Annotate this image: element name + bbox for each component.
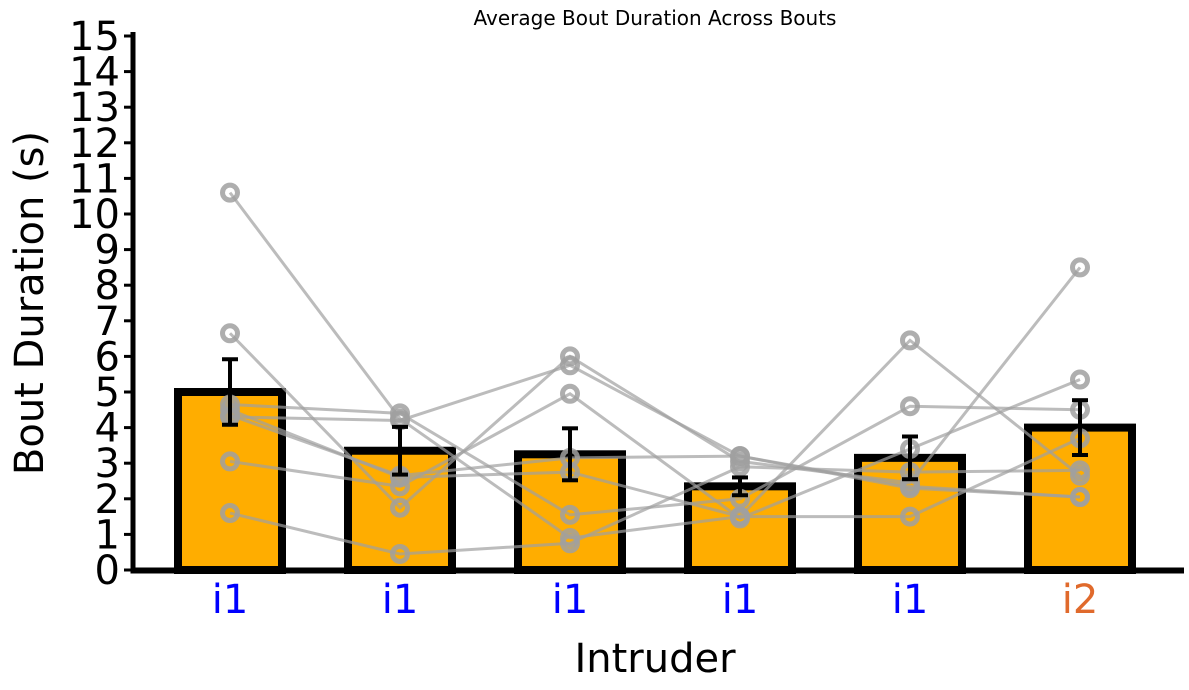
- subject-point: [1070, 460, 1090, 481]
- subject-line: [228, 266, 1082, 510]
- subject-point: [730, 456, 750, 477]
- y-tick-label: 8: [95, 263, 120, 309]
- subject-point: [900, 506, 920, 527]
- subject-point: [220, 182, 240, 203]
- subject-point: [900, 330, 920, 351]
- y-tick-label: 7: [95, 299, 120, 345]
- y-tick-label: 14: [69, 50, 120, 96]
- subject-point: [560, 533, 580, 554]
- subject-point: [900, 396, 920, 417]
- y-tick-label: 11: [69, 156, 120, 202]
- subject-point: [730, 446, 750, 467]
- subject-line: [229, 465, 1081, 556]
- subject-point: [390, 497, 410, 518]
- x-tick-label: i1: [382, 577, 419, 623]
- y-axis-label: Bout Duration (s): [7, 131, 53, 475]
- y-tick-label: 12: [69, 121, 120, 167]
- subject-points: [220, 182, 1090, 564]
- x-tick-label: i1: [892, 577, 929, 623]
- y-tick-label: 9: [95, 228, 120, 274]
- x-tick-label: i1: [552, 577, 589, 623]
- subject-point: [220, 323, 240, 344]
- error-bars: [222, 357, 1088, 498]
- subject-point: [560, 355, 580, 376]
- subject-point: [560, 383, 580, 404]
- subject-point: [560, 504, 580, 525]
- subject-point: [390, 476, 410, 497]
- y-tick-label: 5: [95, 370, 120, 416]
- y-tick-label: 2: [95, 477, 120, 523]
- subject-point: [1070, 487, 1090, 508]
- y-tick-label: 1: [95, 512, 120, 558]
- chart-title: Average Bout Duration Across Bouts: [474, 6, 837, 30]
- subject-line: [229, 402, 1081, 517]
- y-tick-label: 4: [95, 406, 120, 452]
- x-axis-label: Intruder: [574, 636, 736, 682]
- y-tick-label: 6: [95, 334, 120, 380]
- subject-point: [220, 451, 240, 472]
- subject-point: [390, 543, 410, 564]
- subject-point: [1070, 369, 1090, 390]
- x-tick-label: i1: [212, 577, 249, 623]
- y-tick-label: 0: [95, 548, 120, 594]
- subject-point: [220, 503, 240, 524]
- subject-line: [229, 413, 1081, 499]
- y-tick-label: 13: [69, 85, 120, 131]
- y-tick-label: 3: [95, 441, 120, 487]
- x-tick-label: i2: [1062, 577, 1099, 623]
- x-axis-ticks: i1 i1 i1 i1 i1 i2: [212, 577, 1099, 623]
- subject-point: [730, 508, 750, 529]
- y-tick-label: 15: [69, 14, 120, 60]
- subject-point: [1070, 257, 1090, 278]
- subject-line: [228, 191, 1081, 540]
- y-tick-label: 10: [69, 192, 120, 238]
- x-tick-label: i1: [722, 577, 759, 623]
